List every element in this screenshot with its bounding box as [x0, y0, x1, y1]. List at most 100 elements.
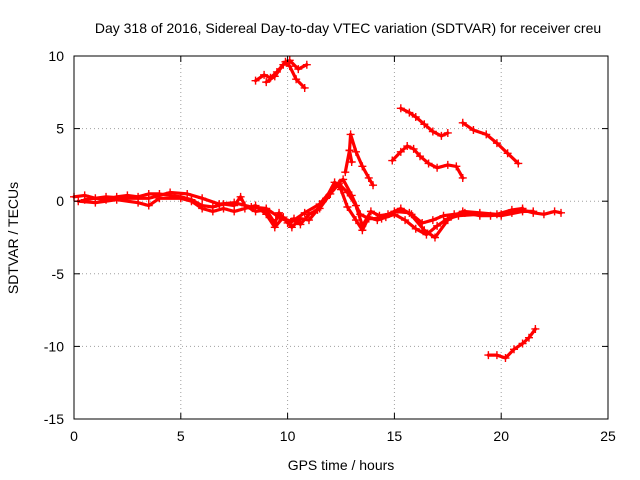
x-axis-title: GPS time / hours: [288, 457, 395, 473]
data-point: [356, 210, 365, 219]
data-point: [430, 233, 439, 242]
series-trace-2: [74, 178, 538, 239]
data-point: [458, 173, 467, 182]
data-point: [396, 104, 405, 113]
chart-title: Day 318 of 2016, Sidereal Day-to-day VTE…: [95, 20, 601, 36]
data-series: [70, 56, 566, 363]
data-point: [411, 112, 420, 121]
data-point: [518, 204, 527, 213]
data-point: [409, 144, 418, 153]
data-point: [364, 214, 373, 223]
data-point: [236, 192, 245, 201]
y-tick-label: -10: [44, 338, 64, 354]
data-point: [501, 354, 510, 363]
data-point: [341, 168, 350, 177]
data-point: [347, 157, 356, 166]
data-point: [514, 159, 523, 168]
data-point: [102, 192, 111, 201]
data-point: [270, 223, 279, 232]
y-axis-title: SDTVAR / TECUs: [5, 182, 21, 294]
data-point: [262, 204, 271, 213]
data-point: [351, 147, 360, 156]
data-point: [294, 65, 303, 74]
axes: 0 5 10 15 20 25 -15 -10 -5 0 5 10: [44, 48, 616, 444]
data-point: [403, 142, 412, 151]
data-point: [405, 208, 414, 217]
y-tick-label: -15: [44, 411, 64, 427]
data-point: [287, 217, 296, 226]
data-point: [176, 194, 185, 203]
data-point: [285, 56, 294, 65]
data-point: [300, 208, 309, 217]
data-point: [529, 207, 538, 216]
y-tick-label: 10: [48, 48, 64, 64]
data-point: [518, 339, 527, 348]
data-point: [313, 205, 322, 214]
data-point: [503, 149, 512, 158]
grid-lines: [74, 56, 608, 419]
series-trace-10: [458, 118, 523, 168]
data-point: [420, 226, 429, 235]
data-point: [251, 76, 260, 85]
data-point: [452, 162, 461, 171]
data-point: [346, 130, 355, 139]
data-point: [428, 127, 437, 136]
y-tick-label: -5: [52, 266, 65, 282]
data-point: [270, 72, 279, 81]
data-point: [144, 194, 153, 203]
data-point: [492, 139, 501, 148]
series-line: [83, 177, 525, 240]
data-point: [275, 213, 284, 222]
x-tick-label: 5: [177, 428, 185, 444]
data-point: [388, 156, 397, 165]
data-point: [91, 198, 100, 207]
data-point: [183, 189, 192, 198]
data-point: [300, 83, 309, 92]
data-point: [262, 78, 271, 87]
data-point: [507, 205, 516, 214]
data-point: [443, 216, 452, 225]
data-point: [123, 194, 132, 203]
data-point: [215, 200, 224, 209]
data-point: [524, 333, 533, 342]
data-point: [358, 226, 367, 235]
data-point: [337, 185, 345, 194]
data-point: [198, 204, 207, 213]
data-point: [469, 126, 478, 135]
data-point: [198, 194, 207, 203]
data-point: [134, 198, 143, 207]
data-point: [304, 216, 313, 225]
data-point: [358, 162, 367, 171]
series-trace-3: [80, 175, 527, 242]
data-point: [411, 224, 420, 233]
data-point: [492, 351, 501, 360]
data-point: [302, 60, 311, 69]
series-trace-7: [341, 146, 356, 177]
data-point: [364, 173, 373, 182]
data-point: [433, 163, 442, 172]
data-point: [443, 160, 452, 169]
data-point: [484, 351, 493, 360]
data-point: [433, 221, 442, 230]
data-point: [390, 207, 399, 216]
data-point: [396, 147, 405, 156]
data-point: [401, 216, 410, 225]
data-point: [144, 201, 153, 210]
series-trace-8: [396, 104, 452, 140]
series-line: [76, 180, 535, 237]
data-point: [369, 181, 378, 190]
data-point: [377, 214, 386, 223]
data-point: [510, 345, 519, 354]
data-point: [279, 60, 288, 69]
data-point: [443, 128, 452, 137]
series-trace-11: [484, 324, 540, 363]
data-point: [219, 204, 228, 213]
x-tick-label: 0: [70, 428, 78, 444]
data-point: [437, 131, 446, 140]
data-point: [208, 207, 217, 216]
data-point: [539, 210, 548, 219]
data-point: [230, 207, 239, 216]
series-trace-4: [251, 57, 309, 92]
data-point: [458, 118, 467, 127]
